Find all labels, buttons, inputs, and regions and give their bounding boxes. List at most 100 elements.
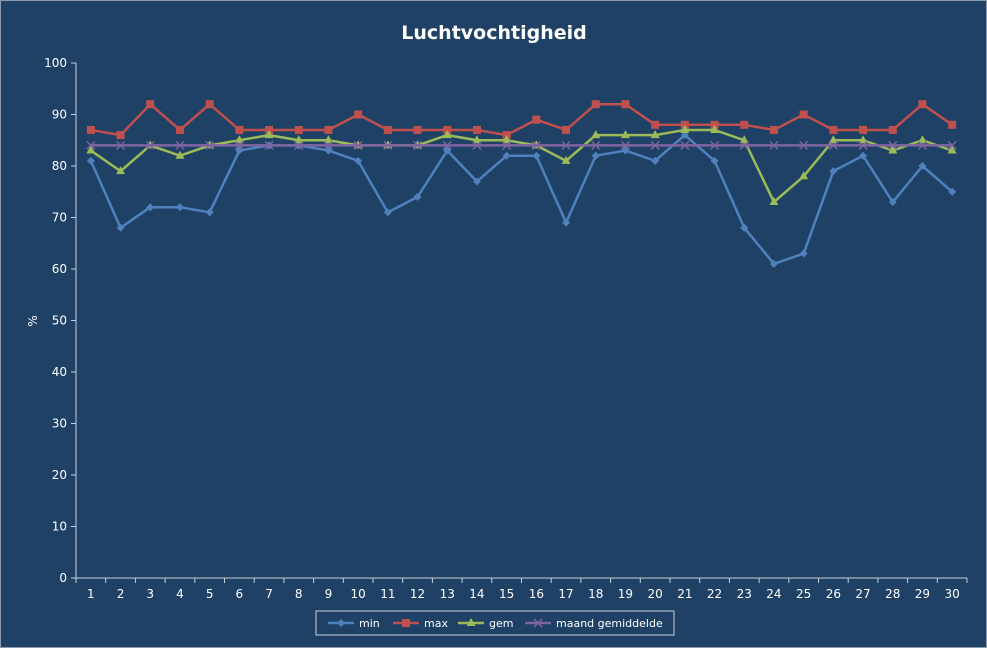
x-tick-label: 5 [206, 587, 214, 601]
data-point-min [680, 131, 689, 140]
data-point-gem [323, 135, 333, 144]
data-point-min [472, 177, 481, 186]
data-point-min [710, 156, 719, 165]
x-tick-label: 11 [380, 587, 395, 601]
data-point-maand-gemiddelde [472, 140, 482, 150]
data-point-maand-gemiddelde [917, 140, 927, 150]
legend-item-maand-gemiddelde: maand gemiddelde [525, 617, 663, 630]
data-point-max [562, 125, 571, 134]
data-point-min [829, 167, 838, 176]
series-max [86, 100, 957, 140]
y-tick-label: 50 [52, 314, 67, 328]
data-point-min [888, 198, 897, 207]
data-point-min [86, 156, 95, 165]
data-point-max [621, 100, 630, 109]
legend-marker [337, 619, 345, 627]
legend-box [315, 610, 675, 636]
data-point-maand-gemiddelde [294, 140, 304, 150]
data-point-min [799, 249, 808, 258]
data-point-gem [828, 135, 838, 144]
x-tick-label: 14 [469, 587, 484, 601]
data-point-max [146, 100, 155, 109]
x-tick-label: 20 [648, 587, 663, 601]
data-point-max [383, 125, 392, 134]
data-point-min [354, 156, 363, 165]
data-point-maand-gemiddelde [264, 140, 274, 150]
series-line-min [89, 133, 953, 266]
data-point-maand-gemiddelde [116, 140, 126, 150]
data-point-max [591, 100, 600, 109]
data-point-min [324, 146, 333, 155]
data-point-maand-gemiddelde [888, 140, 898, 150]
data-point-gem [858, 135, 868, 144]
x-tick-label: 6 [236, 587, 244, 601]
x-tick-label: 21 [677, 587, 692, 601]
legend-marker [533, 618, 543, 628]
data-point-maand-gemiddelde [383, 140, 393, 150]
y-tick-label: 60 [52, 262, 67, 276]
data-point-maand-gemiddelde [739, 140, 749, 150]
data-point-max [829, 125, 838, 134]
data-point-gem [502, 135, 512, 144]
x-tick-label: 8 [295, 587, 303, 601]
data-point-gem [799, 171, 809, 180]
data-point-gem [294, 135, 304, 144]
data-point-min [175, 203, 184, 212]
x-tick-label: 15 [499, 587, 514, 601]
data-point-min [383, 208, 392, 217]
legend-label: min [359, 617, 380, 630]
data-point-maand-gemiddelde [799, 140, 809, 150]
data-point-gem [947, 145, 957, 154]
data-point-max [472, 125, 481, 134]
data-point-maand-gemiddelde [145, 140, 155, 150]
data-point-max [265, 125, 274, 134]
data-point-gem [264, 130, 274, 139]
x-tick-label: 18 [588, 587, 603, 601]
series-maand-gemiddelde [86, 140, 957, 150]
data-point-min [591, 151, 600, 160]
data-point-min [502, 151, 511, 160]
legend-label: max [424, 617, 448, 630]
legend-item-min: min [328, 617, 380, 630]
x-tick-label: 30 [945, 587, 960, 601]
data-point-maand-gemiddelde [442, 140, 452, 150]
data-point-maand-gemiddelde [710, 140, 720, 150]
data-point-gem [116, 166, 126, 175]
series-layer [86, 100, 957, 268]
data-point-max [859, 125, 868, 134]
data-point-gem [650, 130, 660, 139]
x-tick-label: 9 [325, 587, 333, 601]
data-point-max [799, 110, 808, 119]
x-tick-label: 2 [117, 587, 125, 601]
data-point-min [769, 259, 778, 268]
x-tick-label: 7 [265, 587, 273, 601]
y-tick-label: 20 [52, 468, 67, 482]
data-point-max [651, 120, 660, 129]
data-point-maand-gemiddelde [561, 140, 571, 150]
legend-label: gem [489, 617, 513, 630]
x-tick-label: 29 [915, 587, 930, 601]
x-tick-label: 28 [885, 587, 900, 601]
data-point-gem [234, 135, 244, 144]
data-point-gem [710, 124, 720, 133]
data-point-gem [472, 135, 482, 144]
data-point-gem [917, 135, 927, 144]
data-point-max [354, 110, 363, 119]
data-point-maand-gemiddelde [502, 140, 512, 150]
data-point-maand-gemiddelde [680, 140, 690, 150]
data-point-gem [888, 145, 898, 154]
data-point-maand-gemiddelde [591, 140, 601, 150]
data-point-max [235, 125, 244, 134]
data-point-max [413, 125, 422, 134]
data-point-min [740, 223, 749, 232]
legend-marker [402, 619, 410, 627]
x-tick-label: 1 [87, 587, 95, 601]
x-tick-label: 10 [351, 587, 366, 601]
data-point-maand-gemiddelde [205, 140, 215, 150]
x-tick-label: 13 [440, 587, 455, 601]
data-point-maand-gemiddelde [413, 140, 423, 150]
data-point-gem [86, 145, 96, 154]
data-point-maand-gemiddelde [353, 140, 363, 150]
